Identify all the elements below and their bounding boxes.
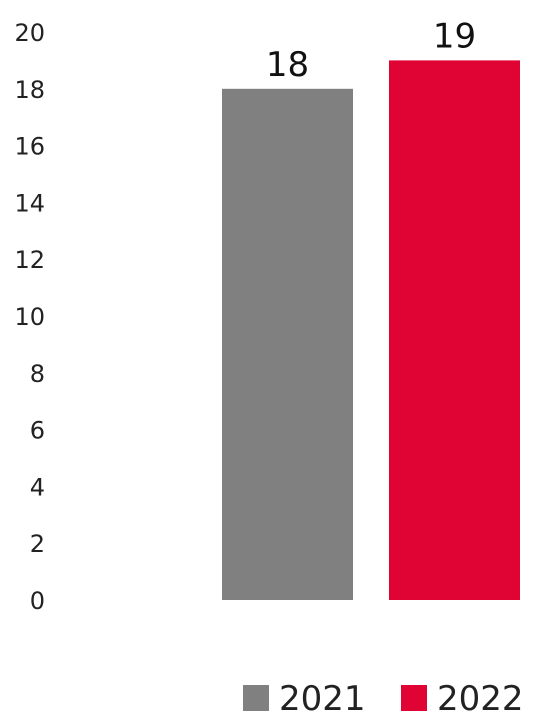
y-tick-label: 20: [14, 19, 45, 47]
legend-swatch-2022: [401, 685, 427, 711]
y-tick-label: 2: [30, 530, 45, 558]
y-tick-label: 14: [14, 189, 45, 217]
y-tick-label: 8: [30, 360, 45, 388]
legend-label-2021: 2021: [279, 679, 366, 713]
y-tick-label: 0: [30, 587, 45, 615]
legend-label-2022: 2022: [437, 679, 524, 713]
y-tick-label: 6: [30, 417, 45, 445]
data-label-2021: 18: [266, 45, 309, 85]
y-axis: 0 2 4 6 8 10 12 14 16 18 20: [14, 19, 45, 615]
data-label-2022: 19: [433, 16, 476, 56]
y-tick-label: 16: [14, 133, 45, 161]
bars-group: [222, 60, 520, 601]
y-tick-label: 12: [14, 246, 45, 274]
y-tick-label: 4: [30, 473, 45, 501]
legend-swatch-2021: [243, 685, 269, 711]
bar-2021: [222, 88, 353, 601]
bar-2022: [389, 60, 520, 600]
legend: 2021 2022: [243, 679, 524, 713]
y-tick-label: 18: [14, 76, 45, 104]
y-tick-label: 10: [14, 303, 45, 331]
